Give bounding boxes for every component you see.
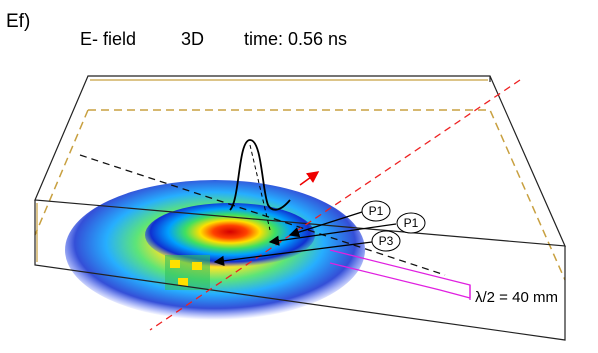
title-field: E- field: [80, 29, 136, 49]
probe-label: P3: [379, 234, 394, 248]
title-time: time: 0.56 ns: [244, 29, 347, 49]
probe-label: P1: [404, 216, 419, 230]
title-mode: 3D: [181, 29, 204, 49]
panel-label: Ef): [6, 11, 30, 32]
field-blob: [65, 180, 365, 320]
red-arrow: [300, 172, 318, 185]
figure: Ef) E- field 3D time: 0.56 ns: [0, 0, 598, 353]
probe-label: P1: [369, 204, 384, 218]
dimension-label: λ/2 = 40 mm: [475, 289, 558, 306]
